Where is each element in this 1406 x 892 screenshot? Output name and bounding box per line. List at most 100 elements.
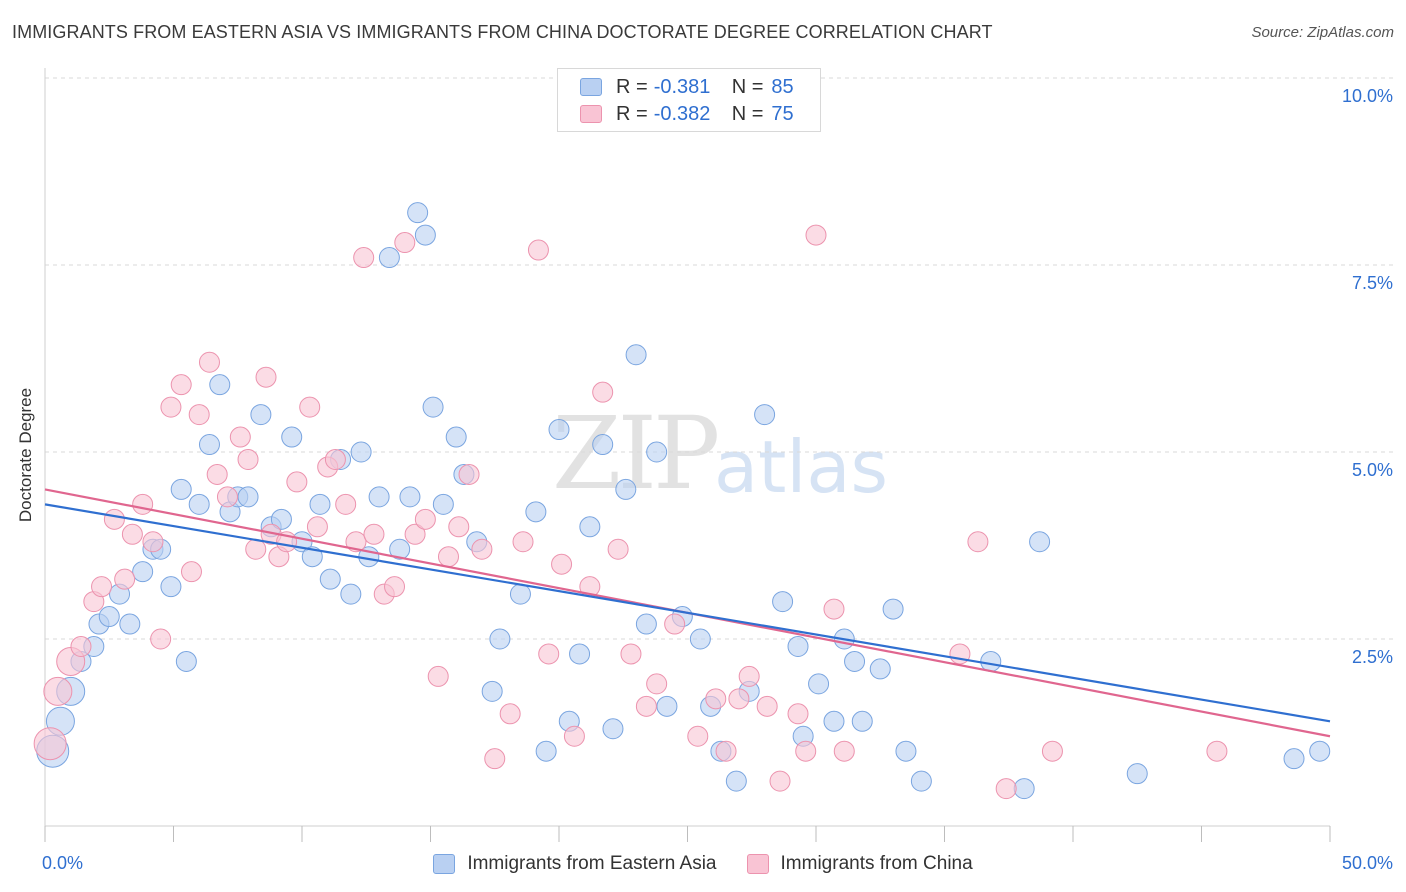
data-point: [967, 531, 989, 553]
data-point: [389, 538, 411, 560]
data-point: [869, 658, 891, 680]
data-point: [509, 583, 531, 605]
data-point: [98, 606, 120, 628]
data-point: [340, 583, 362, 605]
data-point: [538, 643, 560, 665]
data-point: [489, 628, 511, 650]
y-tick-label: 5.0%: [1352, 460, 1393, 480]
data-point: [132, 493, 154, 515]
r-value: -0.381: [653, 75, 711, 98]
data-point: [353, 247, 375, 269]
data-point: [512, 531, 534, 553]
data-point: [795, 740, 817, 762]
legend-swatch-blue: [580, 78, 602, 96]
data-point: [787, 703, 809, 725]
legend-label: Immigrants from Eastern Asia: [467, 853, 717, 874]
data-point: [808, 673, 830, 695]
data-point: [1206, 740, 1228, 762]
data-point: [43, 676, 73, 706]
data-point: [471, 538, 493, 560]
data-point: [175, 650, 197, 672]
data-point: [592, 381, 614, 403]
data-point: [980, 650, 1002, 672]
data-point: [160, 396, 182, 418]
data-point: [1309, 740, 1331, 762]
y-tick-label: 10.0%: [1342, 86, 1393, 106]
data-point: [301, 546, 323, 568]
data-point: [209, 374, 231, 396]
data-point: [299, 396, 321, 418]
data-point: [551, 553, 573, 575]
correlation-legend: R = -0.381 N = 85 R = -0.382 N = 75: [557, 68, 821, 132]
legend-label: Immigrants from China: [780, 853, 973, 874]
data-point: [384, 576, 406, 598]
data-point: [615, 478, 637, 500]
data-point: [378, 247, 400, 269]
data-point: [286, 471, 308, 493]
data-point: [548, 419, 570, 441]
data-point: [206, 463, 228, 485]
data-point: [851, 710, 873, 732]
data-point: [754, 404, 776, 426]
data-point: [635, 613, 657, 635]
r-label: R =: [616, 102, 648, 125]
data-point: [363, 523, 385, 545]
legend-item-china[interactable]: Immigrants from China: [746, 853, 973, 875]
data-point: [705, 688, 727, 710]
data-point: [481, 680, 503, 702]
data-point: [437, 546, 459, 568]
data-point: [309, 493, 331, 515]
data-point: [427, 665, 449, 687]
data-point: [114, 568, 136, 590]
data-point: [656, 695, 678, 717]
data-point: [142, 531, 164, 553]
data-point: [833, 740, 855, 762]
x-tick-label: 0.0%: [42, 853, 83, 873]
data-point: [882, 598, 904, 620]
data-point: [725, 770, 747, 792]
data-point: [592, 434, 614, 456]
data-point: [484, 748, 506, 770]
data-point: [132, 561, 154, 583]
chart-title: IMMIGRANTS FROM EASTERN ASIA VS IMMIGRAN…: [12, 22, 993, 42]
data-point: [180, 561, 202, 583]
data-point: [33, 727, 67, 761]
series-eastern-asia-points: [36, 202, 1331, 800]
data-point: [635, 695, 657, 717]
data-point: [995, 778, 1017, 800]
legend-swatch-blue: [433, 854, 456, 874]
data-point: [772, 591, 794, 613]
trend-lines: [44, 488, 1331, 738]
data-point: [728, 688, 750, 710]
data-point: [823, 598, 845, 620]
data-point: [844, 650, 866, 672]
data-point: [525, 501, 547, 523]
data-point: [198, 434, 220, 456]
data-point: [607, 538, 629, 560]
data-point: [910, 770, 932, 792]
data-point: [1126, 763, 1148, 785]
data-point: [281, 426, 303, 448]
series-china-points: [33, 224, 1228, 800]
data-point: [823, 710, 845, 732]
data-point: [119, 613, 141, 635]
x-tick-label: 50.0%: [1342, 853, 1393, 873]
data-point: [422, 396, 444, 418]
data-point: [715, 740, 737, 762]
data-point: [91, 576, 113, 598]
data-point: [216, 486, 238, 508]
data-point: [345, 531, 367, 553]
data-point: [237, 448, 259, 470]
legend-swatch-pink: [746, 854, 769, 874]
trend-line-eastern-asia: [44, 503, 1331, 723]
data-point: [121, 523, 143, 545]
legend-row-china: R = -0.382 N = 75: [580, 102, 794, 126]
legend-item-eastern-asia[interactable]: Immigrants from Eastern Asia: [433, 853, 717, 875]
data-point: [335, 493, 357, 515]
data-point: [237, 486, 259, 508]
data-point: [646, 441, 668, 463]
data-point: [756, 695, 778, 717]
data-point: [368, 486, 390, 508]
data-point: [394, 232, 416, 254]
